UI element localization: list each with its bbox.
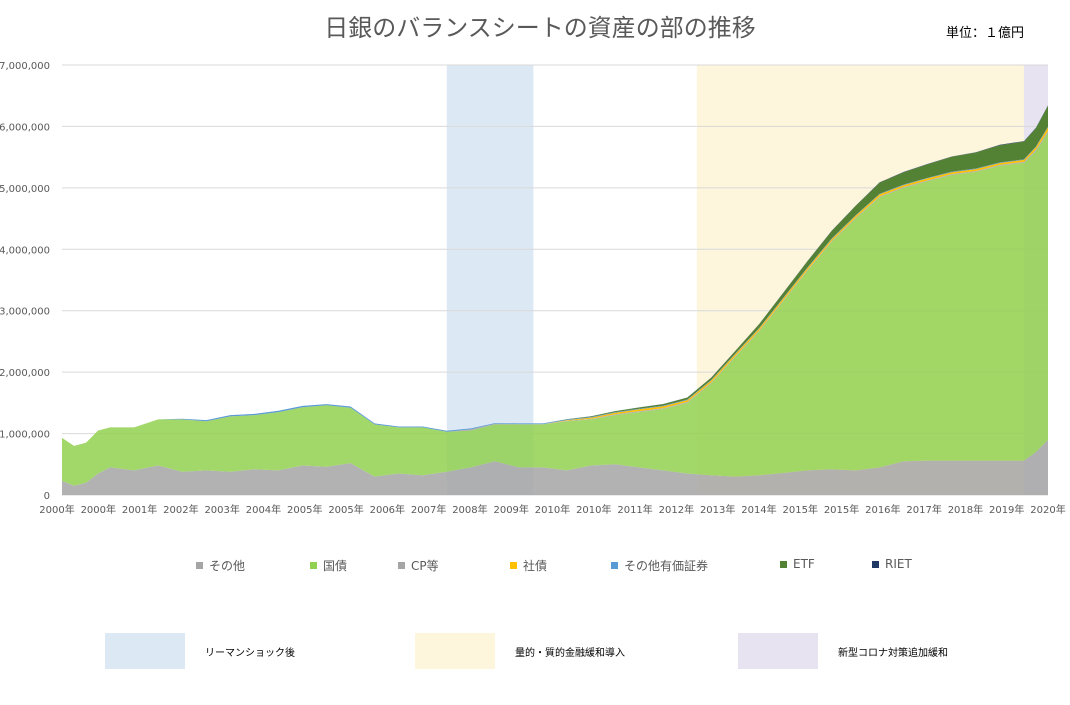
legend-label: ETF	[793, 557, 815, 571]
legend-label: 国債	[323, 559, 348, 573]
shaded-period-1	[446, 65, 534, 495]
series-legend: その他 国債 CP等 社債 その他有価証券 ETF RIET	[0, 557, 1070, 577]
x-tick-label: 2018年	[948, 503, 983, 516]
x-tick-label: 2000年	[39, 503, 74, 516]
y-axis: 0 1,000,000 2,000,000 3,000,000 4,000,000 5,0…	[0, 61, 50, 502]
stacked-areas	[62, 105, 1048, 495]
x-tick-label: 2002年	[163, 503, 198, 516]
period-legend-item: 量的・質的金融緩和導入	[415, 633, 625, 669]
legend-swatch	[510, 562, 517, 569]
unit-label: 単位：１億円	[946, 26, 1025, 41]
legend-label: 社債	[523, 559, 548, 573]
legend-swatch	[398, 562, 405, 569]
legend-item: 国債	[310, 557, 347, 574]
x-tick-label: 2020年	[1030, 503, 1065, 516]
series-area-1	[62, 439, 1048, 495]
y-tick-label: 5,000,000	[0, 184, 50, 195]
x-tick-label: 2010年	[576, 503, 611, 516]
period-legend-swatch	[738, 633, 818, 669]
x-tick-label: 2000年	[81, 503, 116, 516]
x-tick-label: 2006年	[370, 503, 405, 516]
y-tick-label: 6,000,000	[0, 122, 50, 133]
legend-label: RIET	[885, 557, 912, 571]
period-legend-swatch	[105, 633, 185, 669]
x-tick-label: 2008年	[452, 503, 487, 516]
legend-item: 社債	[510, 557, 547, 574]
legend-item: その他	[196, 557, 245, 574]
x-tick-label: 2007年	[411, 503, 446, 516]
legend-item: ETF	[780, 557, 815, 571]
chart-title: 日銀のバランスシートの資産の部の推移	[324, 14, 756, 42]
x-tick-label: 2013年	[700, 503, 735, 516]
x-tick-label: 2014年	[741, 503, 776, 516]
period-legend-item: リーマンショック後	[105, 633, 295, 669]
period-legend-label: リーマンショック後	[205, 647, 295, 659]
x-tick-label: 2003年	[204, 503, 239, 516]
x-tick-label: 2005年	[287, 503, 322, 516]
x-tick-label: 2015年	[783, 503, 818, 516]
x-tick-label: 2009年	[493, 503, 528, 516]
y-tick-label: 1,000,000	[0, 430, 50, 441]
legend-label: その他有価証券	[624, 559, 709, 573]
legend-swatch	[310, 562, 317, 569]
period-legend-label: 新型コロナ対策追加緩和	[838, 647, 948, 659]
legend-item: その他有価証券	[611, 557, 708, 574]
series-area-2	[62, 132, 1048, 486]
y-tick-label: 0	[44, 491, 50, 502]
x-tick-label: 2016年	[865, 503, 900, 516]
legend-label: その他	[209, 559, 246, 573]
legend-swatch	[780, 560, 787, 568]
x-tick-label: 2001年	[122, 503, 157, 516]
x-tick-label: 2019年	[989, 503, 1024, 516]
x-tick-label: 2015年	[824, 503, 859, 516]
x-tick-label: 2010年	[535, 503, 570, 516]
legend-swatch	[872, 560, 879, 568]
legend-item: RIET	[872, 557, 912, 571]
y-tick-label: 7,000,000	[0, 61, 50, 72]
period-legend-item: 新型コロナ対策追加緩和	[738, 633, 948, 669]
legend-label: CP等	[411, 559, 439, 573]
x-tick-label: 2005年	[328, 503, 363, 516]
x-axis: 2000年 2000年 2001年 2002年 2003年 2004年 2005年 2005年…	[39, 503, 1065, 516]
x-tick-label: 2011年	[617, 503, 652, 516]
y-tick-label: 4,000,000	[0, 245, 50, 256]
period-legend-swatch	[415, 633, 495, 669]
period-legend-label: 量的・質的金融緩和導入	[515, 647, 625, 659]
y-tick-label: 3,000,000	[0, 307, 50, 318]
y-tick-label: 2,000,000	[0, 368, 50, 379]
chart-plot: 0 1,000,000 2,000,000 3,000,000 4,000,000 5,0…	[0, 61, 1066, 516]
legend-swatch	[611, 562, 618, 569]
legend-swatch	[196, 562, 203, 569]
x-tick-label: 2012年	[659, 503, 694, 516]
x-tick-label: 2004年	[246, 503, 281, 516]
legend-item: CP等	[398, 557, 439, 574]
x-tick-label: 2017年	[906, 503, 941, 516]
